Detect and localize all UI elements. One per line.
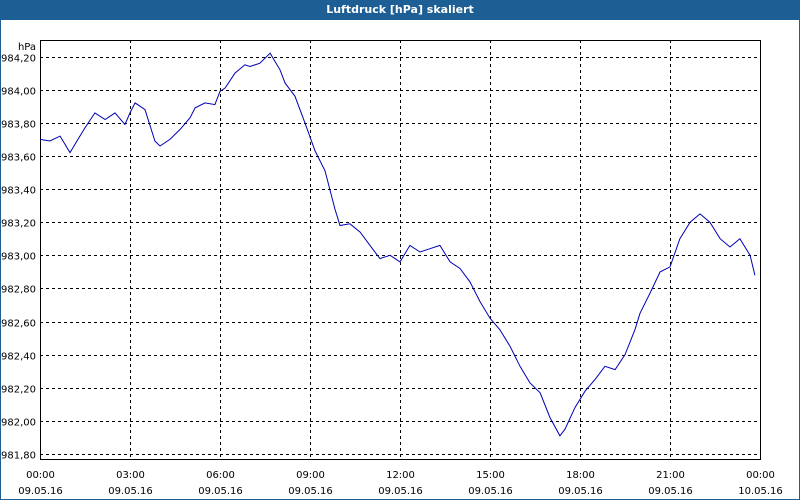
x-tick-time-label: 18:00 <box>566 470 595 481</box>
x-tick-time-label: 12:00 <box>386 470 415 481</box>
y-tick-label: 981,80 <box>1 451 36 462</box>
x-tick-time-label: 00:00 <box>746 470 775 481</box>
y-axis-label: hPa <box>18 42 36 53</box>
x-tick-time-label: 09:00 <box>296 470 325 481</box>
x-tick-date-label: 09.05.16 <box>648 486 693 497</box>
y-tick-label: 982,20 <box>1 385 36 396</box>
y-tick-label: 982,60 <box>1 319 36 330</box>
y-tick-label: 983,00 <box>1 252 36 263</box>
y-tick-label: 983,20 <box>1 219 36 230</box>
x-tick-date-label: 09.05.16 <box>288 486 333 497</box>
y-axis-tick-labels: 984,20 984,00 983,80 983,60 983,40 983,20 983,… <box>1 54 36 462</box>
y-tick-label: 982,00 <box>1 418 36 429</box>
y-tick-label: 983,80 <box>1 120 36 131</box>
x-tick-date-label: 09.05.16 <box>198 486 243 497</box>
chart-title: Luftdruck [hPa] skaliert <box>0 0 800 20</box>
y-tick-label: 984,00 <box>1 87 36 98</box>
x-tick-date-label: 09.05.16 <box>468 486 513 497</box>
x-axis-tick-labels: 00:00 09.05.16 03:00 09.05.16 06:00 09.05.16 0… <box>18 470 783 497</box>
y-tick-label: 984,20 <box>1 54 36 65</box>
x-tick-date-label: 09.05.16 <box>108 486 153 497</box>
x-tick-time-label: 06:00 <box>206 470 235 481</box>
x-tick-date-label: 09.05.16 <box>378 486 423 497</box>
y-tick-label: 983,40 <box>1 186 36 197</box>
x-tick-date-label: 09.05.16 <box>18 486 63 497</box>
y-tick-label: 982,40 <box>1 352 36 363</box>
x-tick-date-label: 10.05.16 <box>738 486 783 497</box>
x-tick-time-label: 15:00 <box>476 470 505 481</box>
x-tick-time-label: 21:00 <box>656 470 685 481</box>
y-tick-label: 982,80 <box>1 285 36 296</box>
x-tick-time-label: 00:00 <box>26 470 55 481</box>
y-tick-label: 983,60 <box>1 153 36 164</box>
x-tick-time-label: 03:00 <box>116 470 145 481</box>
pressure-series-line <box>39 52 756 437</box>
x-tick-date-label: 09.05.16 <box>558 486 603 497</box>
grid-lines <box>40 40 760 459</box>
